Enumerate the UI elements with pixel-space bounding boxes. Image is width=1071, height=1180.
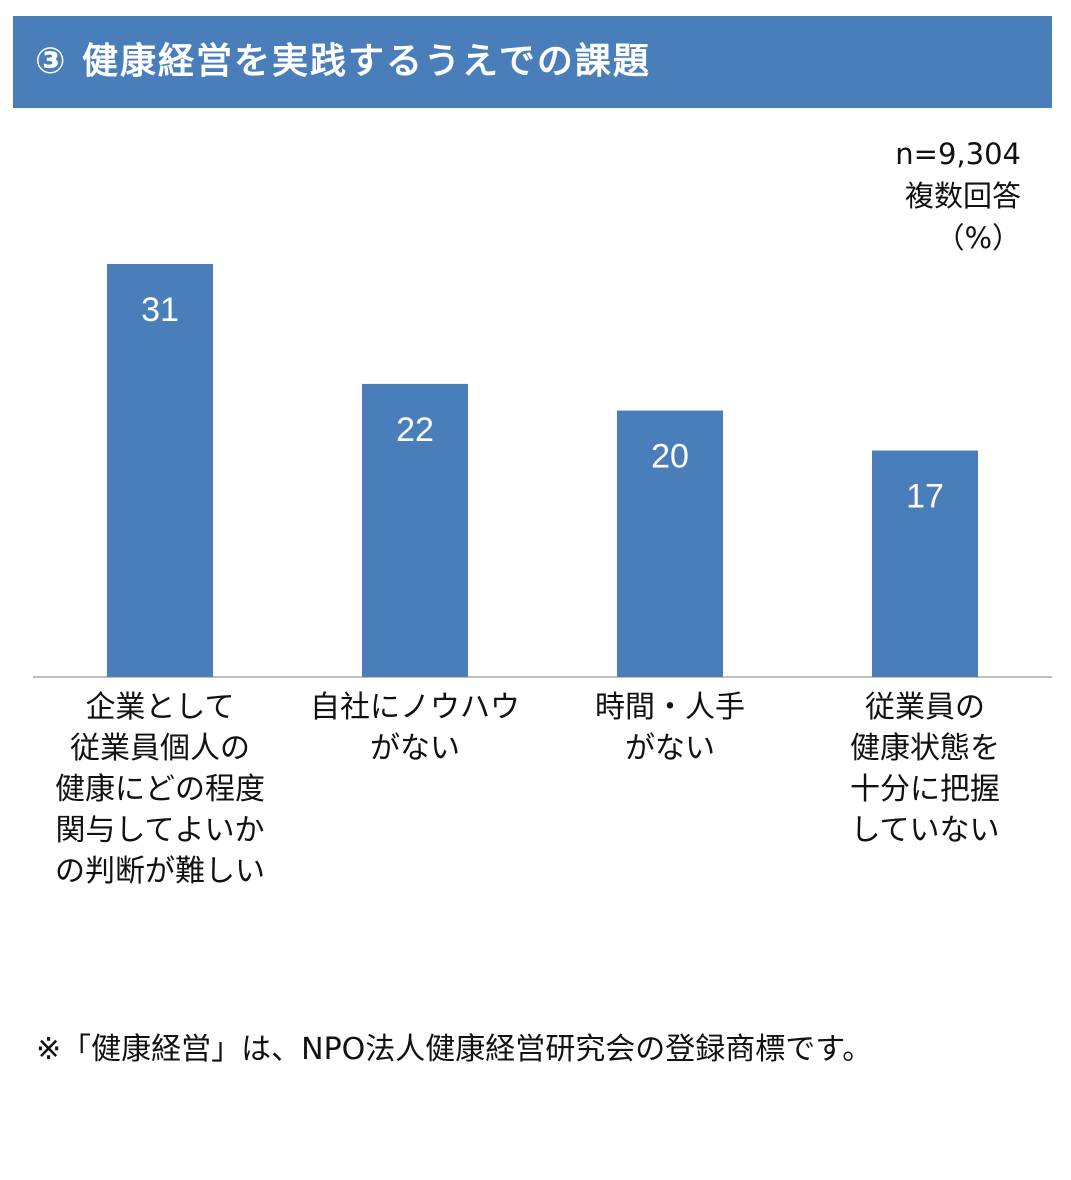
bar-value-label-3: 20	[651, 438, 689, 476]
unit-label: （%）	[935, 221, 1021, 255]
bar-4	[872, 450, 978, 677]
category-label-1: 企業として 従業員個人の 健康にどの程度 関与してよいか の判断が難しい	[55, 690, 265, 889]
title-banner: ③ 健康経営を実践するうえでの課題	[13, 16, 1052, 108]
bar-1	[107, 264, 213, 677]
category-label-2: 自社にノウハウ がない	[310, 690, 520, 766]
bar-value-label-1: 31	[141, 291, 179, 329]
bar-chart: 31 22 20 17	[33, 264, 1052, 678]
bar-value-label-2: 22	[396, 411, 434, 449]
bar-value-label-4: 17	[906, 478, 944, 516]
category-label-3: 時間・人手 がない	[595, 690, 745, 766]
bar-2	[362, 383, 468, 677]
sample-size: n=9,304	[895, 137, 1021, 171]
chart-title: ③ 健康経営を実践するうえでの課題	[35, 41, 651, 82]
chart-meta: n=9,304 複数回答 （%）	[895, 133, 1021, 259]
footnote: ※「健康経営」は、NPO法人健康経営研究会の登録商標です。	[36, 1032, 873, 1067]
category-label-4: 従業員の 健康状態を 十分に把握 していない	[850, 690, 1000, 848]
bar-3	[617, 410, 723, 677]
answer-type: 複数回答	[904, 179, 1021, 213]
